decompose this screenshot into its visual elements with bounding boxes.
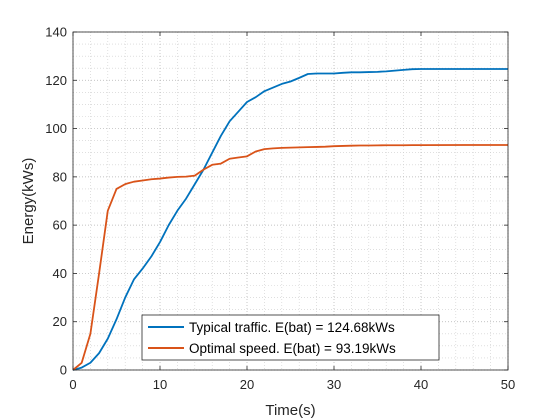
y-tick-label: 0 <box>60 363 67 378</box>
x-tick-label: 0 <box>69 377 76 392</box>
legend-label-optimal: Optimal speed. E(bat) = 93.19kWs <box>189 341 396 356</box>
y-tick-label: 140 <box>45 25 67 40</box>
series-line-typical-traffic <box>72 68 508 371</box>
x-axis-label: Time(s) <box>265 402 315 419</box>
y-tick-label: 40 <box>53 266 67 281</box>
y-tick-label: 60 <box>53 218 67 233</box>
y-tick-label: 80 <box>53 169 67 184</box>
y-tick-label: 100 <box>45 121 67 136</box>
x-tick-label: 10 <box>153 377 167 392</box>
tick-labels: 0 10 20 30 40 50 0 20 40 60 80 100 120 140 <box>45 25 515 393</box>
x-tick-label: 40 <box>414 377 428 392</box>
x-tick-label: 30 <box>327 377 341 392</box>
x-tick-label: 50 <box>501 377 515 392</box>
series-line-optimal-speed <box>72 144 508 371</box>
y-tick-label: 120 <box>45 73 67 88</box>
series-lines <box>72 68 508 371</box>
y-tick-label: 20 <box>53 314 67 329</box>
x-tick-label: 20 <box>240 377 254 392</box>
legend-box <box>141 314 440 361</box>
axis-ticks <box>72 31 509 371</box>
plot-frame <box>72 31 509 371</box>
legend: Typical traffic. E(bat) = 124.68kWs Opti… <box>141 314 440 361</box>
y-axis-label: Energy(kWs) <box>20 158 37 245</box>
legend-label-typical: Typical traffic. E(bat) = 124.68kWs <box>189 320 395 335</box>
